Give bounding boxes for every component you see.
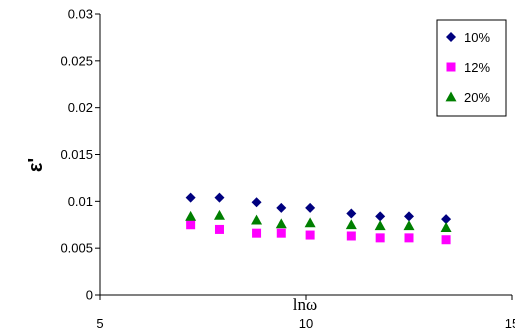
x-tick-label: 10	[299, 316, 313, 331]
data-point-square	[305, 230, 315, 240]
legend: 10% 12% 20%	[436, 19, 507, 117]
data-point-triangle	[345, 219, 357, 230]
data-point-square	[346, 231, 356, 241]
data-point-diamond	[404, 211, 414, 222]
data-point-triangle	[213, 209, 225, 220]
x-tick-label: 5	[96, 316, 103, 331]
data-point-diamond	[214, 192, 225, 203]
data-point-square	[214, 224, 224, 234]
data-point-diamond	[305, 202, 316, 213]
data-point-diamond	[375, 211, 386, 222]
data-point-square	[375, 233, 385, 243]
y-tick-label: 0.005	[60, 241, 93, 256]
data-point-triangle	[374, 220, 386, 231]
data-point-diamond	[251, 197, 262, 208]
data-point-diamond	[441, 214, 452, 225]
data-point-square	[186, 220, 196, 230]
data-point-triangle	[251, 214, 263, 225]
y-tick-label: 0.025	[60, 53, 93, 68]
legend-label: 20%	[464, 90, 490, 105]
y-tick-labels: 0 0.005 0.01 0.015 0.02 0.025 0.03	[60, 7, 93, 303]
data-markers	[185, 192, 452, 245]
legend-marker-square	[446, 62, 456, 72]
y-tick-label: 0.03	[68, 7, 93, 22]
data-point-square	[441, 235, 451, 245]
y-tick-label: 0	[86, 288, 93, 303]
legend-marker-triangle	[445, 91, 457, 102]
y-axis-label: ε'	[25, 158, 47, 172]
y-tick-label: 0.01	[68, 194, 93, 209]
data-point-triangle	[185, 210, 197, 221]
x-tick-labels: 5 10 15	[96, 316, 515, 331]
data-point-diamond	[276, 202, 287, 213]
legend-label: 10%	[464, 30, 490, 45]
data-point-triangle	[275, 218, 287, 229]
data-point-triangle	[403, 220, 415, 231]
x-axis-label: lnω	[293, 295, 317, 314]
x-tick-label: 15	[505, 316, 515, 331]
data-point-square	[404, 233, 414, 243]
series-square	[186, 220, 451, 245]
axes	[95, 13, 513, 300]
legend-marker-diamond	[446, 32, 456, 42]
data-point-square	[276, 228, 286, 238]
data-point-diamond	[346, 208, 357, 219]
y-tick-label: 0.015	[60, 147, 93, 162]
data-point-triangle	[304, 217, 316, 228]
data-point-diamond	[185, 192, 196, 203]
data-point-triangle	[440, 222, 452, 232]
data-point-square	[252, 228, 262, 238]
series-triangle	[185, 209, 452, 232]
legend-label: 12%	[464, 60, 490, 75]
series-diamond	[185, 192, 452, 225]
y-tick-label: 0.02	[68, 100, 93, 115]
